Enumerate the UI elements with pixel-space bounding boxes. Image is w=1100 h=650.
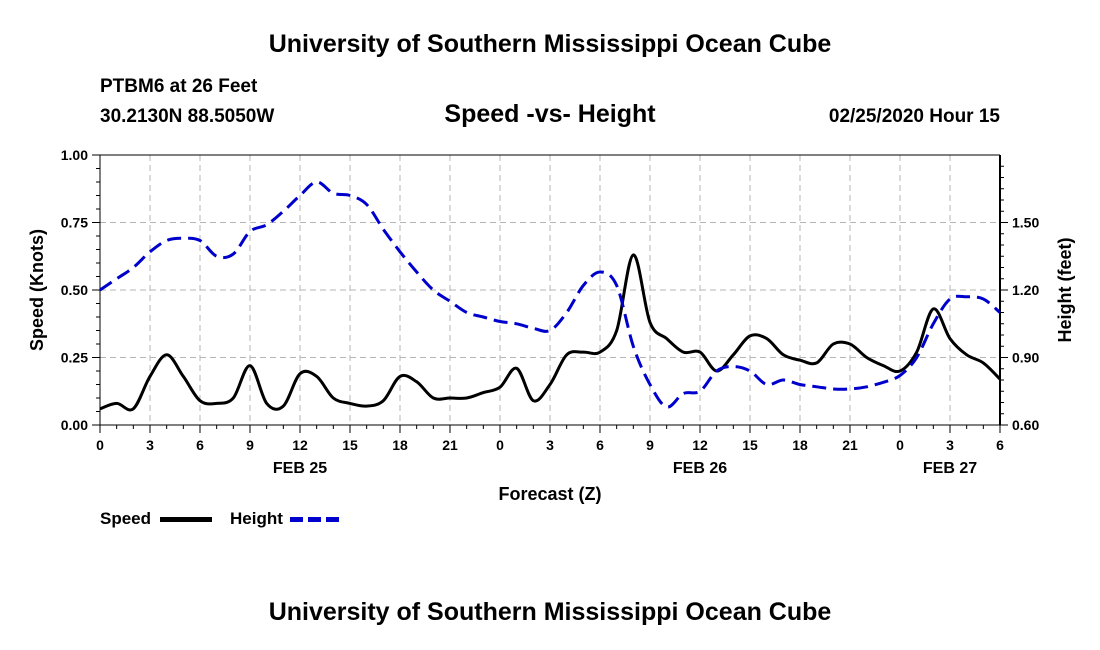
y-tick-label: 0.00 — [61, 417, 88, 433]
x-date-label: FEB 25 — [273, 460, 327, 477]
x-tick-label: 6 — [196, 437, 204, 453]
x-tick-label: 15 — [742, 437, 758, 453]
y2-tick-label: 1.20 — [1012, 282, 1039, 298]
y-tick-label: 1.00 — [61, 147, 88, 163]
x-tick-label: 15 — [342, 437, 358, 453]
x-tick-label: 9 — [646, 437, 654, 453]
page-title: University of Southern Mississippi Ocean… — [268, 30, 832, 58]
x-tick-label: 12 — [292, 437, 308, 453]
y-tick-label: 0.50 — [61, 282, 88, 298]
x-tick-label: 6 — [996, 437, 1004, 453]
x-tick-label: 18 — [792, 437, 808, 453]
y2-tick-label: 0.90 — [1012, 350, 1039, 366]
legend-speed-swatch — [160, 517, 212, 522]
x-tick-label: 3 — [146, 437, 154, 453]
x-tick-label: 21 — [842, 437, 858, 453]
x-tick-label: 0 — [96, 437, 104, 453]
x-date-label: FEB 26 — [673, 460, 727, 477]
x-tick-label: 9 — [246, 437, 254, 453]
speed-series-line — [99, 253, 1002, 412]
x-axis-title: Forecast (Z) — [498, 484, 601, 504]
legend-speed-label: Speed — [100, 509, 152, 528]
y-axis-title: Speed (Knots) — [27, 229, 47, 351]
legend-height-label: Height — [230, 509, 283, 528]
legend-height-swatch — [290, 517, 342, 522]
chart-title: Speed -vs- Height — [444, 100, 656, 128]
x-tick-label: 0 — [496, 437, 504, 453]
x-tick-label: 3 — [946, 437, 954, 453]
forecast-date-hour: 02/25/2020 Hour 15 — [828, 106, 1000, 127]
footer-title: University of Southern Mississippi Ocean… — [268, 598, 832, 626]
y2-tick-label: 0.60 — [1012, 417, 1039, 433]
x-tick-label: 6 — [596, 437, 604, 453]
y2-tick-label: 1.50 — [1012, 215, 1039, 231]
x-tick-label: 21 — [442, 437, 458, 453]
x-date-label: FEB 27 — [923, 460, 977, 477]
y2-axis-title: Height (feet) — [1055, 238, 1075, 343]
x-tick-label: 3 — [546, 437, 554, 453]
x-tick-label: 0 — [896, 437, 904, 453]
coordinates-label: 30.2130N 88.5050W — [100, 106, 275, 127]
station-label: PTBM6 at 26 Feet — [100, 76, 258, 97]
y-tick-label: 0.75 — [61, 215, 88, 231]
x-tick-label: 12 — [692, 437, 708, 453]
y-tick-label: 0.25 — [61, 350, 88, 366]
x-tick-label: 18 — [392, 437, 408, 453]
